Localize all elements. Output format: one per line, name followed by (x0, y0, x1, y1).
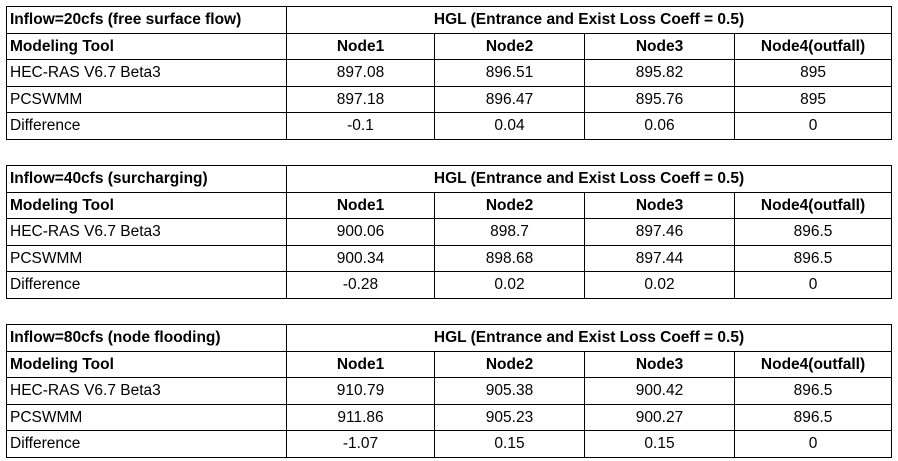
column-header: Node4(outfall) (733, 32, 893, 60)
table-row: PCSWMM 911.86 905.23 900.27 896.5 (6, 403, 893, 431)
table-row: Difference -1.07 0.15 0.15 0 (6, 430, 893, 458)
value-cell: 0.06 (584, 112, 735, 140)
value-cell: -1.07 (286, 430, 435, 458)
value-cell: 900.34 (286, 244, 435, 272)
value-cell: -0.28 (286, 271, 435, 299)
row-label: HEC-RAS V6.7 Beta3 (6, 218, 287, 246)
value-cell: 0.15 (584, 430, 735, 458)
column-header: Node1 (286, 350, 435, 378)
column-header-row: Modeling Tool Node1 Node2 Node3 Node4(outfal… (6, 350, 893, 378)
value-cell: 0 (733, 430, 893, 458)
value-cell: 896.47 (434, 85, 585, 113)
column-header: Node4(outfall) (733, 350, 893, 378)
value-cell: 896.5 (733, 403, 893, 431)
value-cell: 897.46 (584, 218, 735, 246)
hgl-header: HGL (Entrance and Exist Loss Coeff = 0.5… (285, 6, 893, 34)
column-header: Node2 (434, 32, 585, 60)
results-table-20cfs: Inflow=20cfs (free surface flow) HGL (Ent… (6, 6, 893, 140)
column-header: Modeling Tool (6, 32, 287, 60)
value-cell: 905.38 (434, 377, 585, 405)
column-header: Node3 (584, 32, 735, 60)
value-cell: 900.42 (584, 377, 735, 405)
table-row: HEC-RAS V6.7 Beta3 910.79 905.38 900.42 896.… (6, 377, 893, 405)
table-title: Inflow=80cfs (node flooding) (6, 324, 287, 352)
table-row: HEC-RAS V6.7 Beta3 897.08 896.51 895.82 895 (6, 59, 893, 87)
row-label: HEC-RAS V6.7 Beta3 (6, 377, 287, 405)
results-table-80cfs: Inflow=80cfs (node flooding) HGL (Entranc… (6, 324, 893, 458)
row-label: PCSWMM (6, 244, 287, 272)
value-cell: 895.76 (584, 85, 735, 113)
value-cell: 0.02 (584, 271, 735, 299)
table-row: PCSWMM 900.34 898.68 897.44 896.5 (6, 244, 893, 272)
column-header: Modeling Tool (6, 350, 287, 378)
column-header-row: Modeling Tool Node1 Node2 Node3 Node4(outfal… (6, 191, 893, 219)
title-row: Inflow=40cfs (surcharging) HGL (Entrance … (6, 165, 893, 193)
value-cell: 897.08 (286, 59, 435, 87)
table-row: Difference -0.28 0.02 0.02 0 (6, 271, 893, 299)
value-cell: 0.02 (434, 271, 585, 299)
value-cell: 900.06 (286, 218, 435, 246)
value-cell: 896.51 (434, 59, 585, 87)
row-label: PCSWMM (6, 403, 287, 431)
column-header: Modeling Tool (6, 191, 287, 219)
hgl-header: HGL (Entrance and Exist Loss Coeff = 0.5… (285, 165, 893, 193)
value-cell: 0.04 (434, 112, 585, 140)
value-cell: 911.86 (286, 403, 435, 431)
row-label: PCSWMM (6, 85, 287, 113)
column-header: Node2 (434, 191, 585, 219)
row-label: Difference (6, 430, 287, 458)
column-header: Node4(outfall) (733, 191, 893, 219)
title-row: Inflow=20cfs (free surface flow) HGL (Ent… (6, 6, 893, 34)
value-cell: 897.44 (584, 244, 735, 272)
column-header: Node3 (584, 191, 735, 219)
value-cell: 0 (733, 271, 893, 299)
row-label: HEC-RAS V6.7 Beta3 (6, 59, 287, 87)
table-row: PCSWMM 897.18 896.47 895.76 895 (6, 85, 893, 113)
column-header: Node1 (286, 32, 435, 60)
table-title: Inflow=40cfs (surcharging) (6, 165, 287, 193)
title-row: Inflow=80cfs (node flooding) HGL (Entranc… (6, 324, 893, 352)
value-cell: 896.5 (733, 377, 893, 405)
table-title: Inflow=20cfs (free surface flow) (6, 6, 287, 34)
value-cell: 895 (733, 59, 893, 87)
table-row: Difference -0.1 0.04 0.06 0 (6, 112, 893, 140)
value-cell: 0.15 (434, 430, 585, 458)
value-cell: -0.1 (286, 112, 435, 140)
value-cell: 895 (733, 85, 893, 113)
hgl-header: HGL (Entrance and Exist Loss Coeff = 0.5… (285, 324, 893, 352)
value-cell: 905.23 (434, 403, 585, 431)
row-label: Difference (6, 271, 287, 299)
table-row: HEC-RAS V6.7 Beta3 900.06 898.7 897.46 896.5 (6, 218, 893, 246)
results-table-40cfs: Inflow=40cfs (surcharging) HGL (Entrance … (6, 165, 893, 299)
value-cell: 898.68 (434, 244, 585, 272)
column-header: Node1 (286, 191, 435, 219)
value-cell: 895.82 (584, 59, 735, 87)
value-cell: 897.18 (286, 85, 435, 113)
value-cell: 896.5 (733, 218, 893, 246)
row-label: Difference (6, 112, 287, 140)
column-header: Node2 (434, 350, 585, 378)
value-cell: 900.27 (584, 403, 735, 431)
column-header-row: Modeling Tool Node1 Node2 Node3 Node4(outfal… (6, 32, 893, 60)
value-cell: 898.7 (434, 218, 585, 246)
value-cell: 896.5 (733, 244, 893, 272)
value-cell: 0 (733, 112, 893, 140)
value-cell: 910.79 (286, 377, 435, 405)
column-header: Node3 (584, 350, 735, 378)
